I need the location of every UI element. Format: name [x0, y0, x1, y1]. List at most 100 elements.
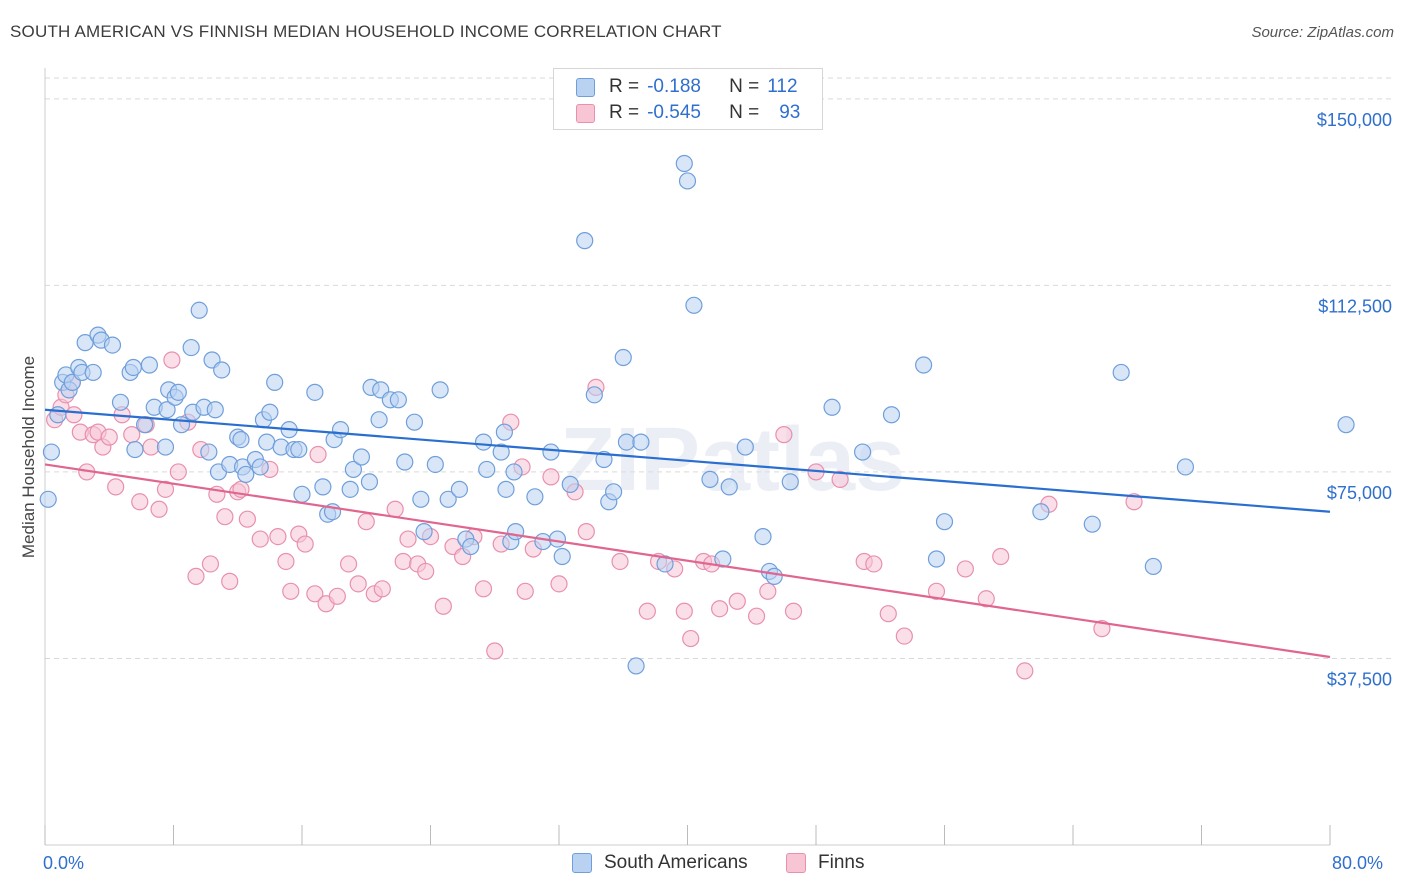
data-point	[426, 455, 444, 474]
data-point	[216, 508, 234, 526]
data-point	[412, 490, 430, 508]
data-point	[131, 493, 149, 511]
data-point	[309, 445, 327, 464]
data-point	[258, 433, 276, 451]
data-point	[124, 358, 142, 377]
data-point	[992, 547, 1010, 566]
data-point	[140, 356, 159, 374]
n-label: N =	[729, 102, 760, 123]
data-point	[548, 530, 566, 548]
data-point	[65, 406, 83, 424]
n-value: 93	[779, 102, 801, 123]
data-point	[1093, 620, 1111, 638]
data-point	[206, 401, 224, 419]
data-point	[200, 443, 218, 461]
trend-lines	[44, 408, 1331, 659]
r-label: R =	[609, 76, 640, 97]
data-point	[614, 348, 632, 367]
data-point	[341, 480, 359, 498]
data-point	[434, 597, 452, 615]
data-point	[439, 490, 457, 508]
data-point	[701, 470, 719, 488]
data-point	[1176, 458, 1195, 476]
data-point	[150, 500, 168, 518]
data-point	[1337, 416, 1355, 434]
data-point	[1032, 503, 1050, 521]
data-point	[42, 443, 61, 461]
data-point	[915, 356, 933, 374]
legend-item-south-americans[interactable]: South Americans	[572, 852, 748, 874]
data-point	[638, 602, 656, 620]
data-point	[956, 560, 974, 578]
data-point	[100, 428, 118, 446]
series-legend: South Americans Finns	[0, 852, 1406, 878]
data-point	[169, 383, 187, 401]
data-point	[142, 438, 160, 456]
data-point	[103, 336, 122, 354]
y-tick-label: $75,000	[1327, 483, 1392, 503]
data-point	[553, 547, 571, 566]
data-point	[373, 580, 391, 598]
data-point	[269, 527, 287, 546]
data-point	[784, 602, 803, 620]
data-point	[187, 567, 205, 585]
data-point	[765, 567, 783, 585]
data-point	[486, 642, 504, 660]
data-point	[577, 523, 595, 541]
data-point	[357, 513, 375, 531]
data-point	[331, 421, 350, 439]
data-point	[290, 440, 308, 459]
data-point	[163, 351, 181, 369]
data-point	[462, 537, 480, 556]
x-tick-max: 80.0%	[1332, 853, 1384, 873]
data-point	[237, 465, 255, 484]
data-point	[478, 460, 496, 479]
legend-label: South Americans	[604, 852, 748, 873]
data-point	[495, 423, 513, 441]
data-point	[507, 523, 525, 541]
data-point	[1125, 493, 1143, 511]
data-point	[415, 523, 433, 541]
chart-title: SOUTH AMERICAN VS FINNISH MEDIAN HOUSEHO…	[10, 22, 722, 41]
data-point	[156, 480, 175, 498]
data-point	[39, 490, 57, 508]
blue-swatch	[576, 77, 595, 97]
data-point	[550, 575, 568, 593]
data-point	[293, 485, 311, 503]
data-point	[339, 555, 358, 573]
data-point	[431, 381, 449, 399]
data-point	[754, 527, 772, 546]
data-point	[561, 475, 579, 493]
correlation-legend: R = -0.188 N = 112 R = -0.545 N = 93	[553, 68, 823, 130]
x-tick-min: 0.0%	[43, 853, 85, 873]
data-point	[879, 605, 897, 623]
data-point	[450, 480, 469, 498]
data-point	[370, 411, 388, 429]
y-tick-label: $150,000	[1317, 110, 1392, 130]
source-label: Source: ZipAtlas.com	[1251, 24, 1394, 41]
data-point	[296, 535, 314, 553]
n-label: N =	[729, 76, 760, 97]
legend-item-finns[interactable]: Finns	[786, 852, 864, 874]
data-point	[360, 473, 379, 491]
r-label: R =	[609, 102, 640, 123]
data-point	[349, 575, 367, 593]
data-point	[1016, 662, 1034, 680]
south-americans-trend-line	[44, 408, 1331, 513]
data-point	[711, 600, 729, 618]
data-point	[314, 478, 332, 496]
data-point	[675, 154, 693, 173]
data-point	[190, 301, 208, 319]
data-point	[386, 500, 404, 518]
data-point	[675, 602, 693, 620]
data-point	[611, 552, 629, 571]
data-point	[865, 555, 883, 573]
data-point	[720, 478, 738, 496]
r-value: -0.545	[647, 102, 701, 123]
data-point	[927, 550, 946, 568]
data-point	[405, 413, 424, 431]
data-point	[831, 470, 849, 488]
y-tick-labels: $150,000 $112,500 $75,000 $37,500	[1317, 110, 1392, 690]
data-point	[895, 627, 913, 645]
